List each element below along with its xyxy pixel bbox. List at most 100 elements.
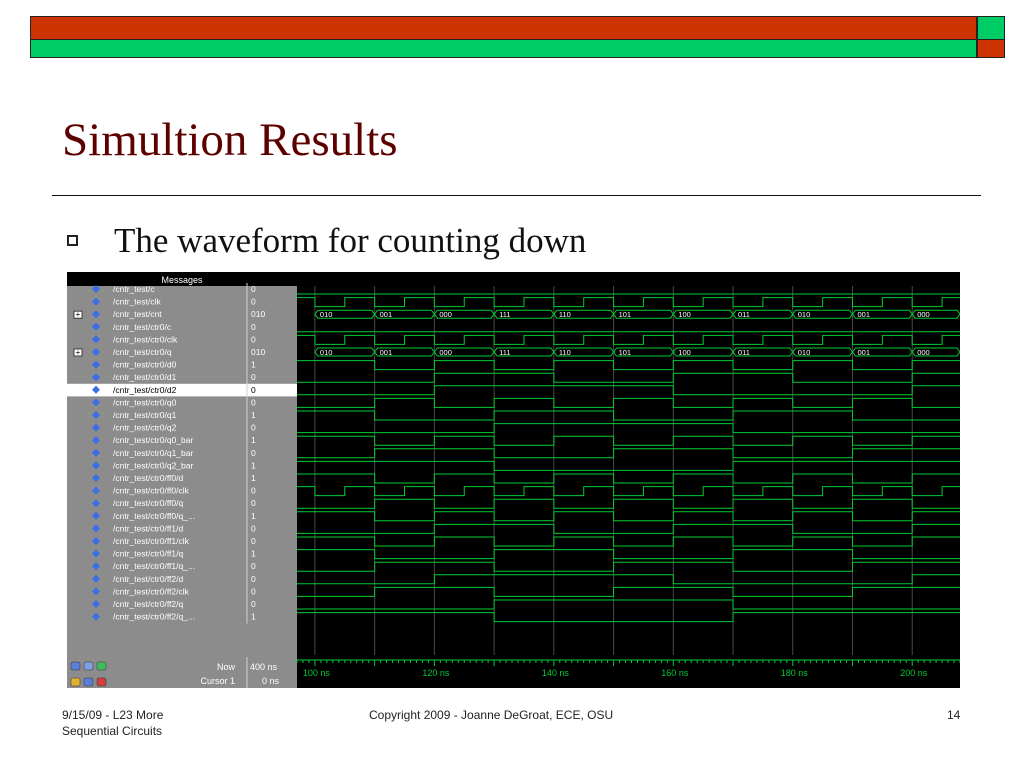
signal-value: 010 bbox=[251, 309, 265, 319]
signal-name[interactable]: /cntr_test/ctr0/ff1/d bbox=[113, 523, 184, 533]
signal-icon bbox=[92, 524, 100, 533]
slide-number: 14 bbox=[947, 708, 961, 722]
cursor-label[interactable]: Cursor 1 bbox=[200, 676, 235, 686]
signal-icon bbox=[92, 537, 100, 545]
waveform-trace bbox=[297, 498, 960, 509]
compare-icon[interactable] bbox=[83, 661, 94, 671]
signal-value: 0 bbox=[251, 574, 256, 584]
waveform-trace bbox=[297, 574, 960, 585]
pencil-icon[interactable] bbox=[83, 677, 94, 687]
waveform-trace bbox=[297, 511, 960, 522]
svg-text:+: + bbox=[76, 348, 81, 357]
signal-value: 0 bbox=[251, 523, 256, 533]
signal-icon bbox=[92, 474, 100, 482]
signal-icon bbox=[92, 322, 100, 331]
signal-name[interactable]: /cntr_test/ctr0/ff2/q bbox=[113, 599, 184, 609]
signal-icon bbox=[92, 436, 100, 445]
signal-name[interactable]: /cntr_test/ctr0/d1 bbox=[113, 372, 177, 382]
signal-name[interactable]: /cntr_test/ctr0/q1_bar bbox=[113, 448, 193, 458]
wave-window: Messages /cntr_test/c 0/cntr_test/clk 0 + /c… bbox=[67, 272, 960, 688]
bus-value-label: 011 bbox=[738, 310, 750, 319]
signal-name[interactable]: /cntr_test/ctr0/ff1/q_... bbox=[113, 561, 195, 571]
waveform-trace bbox=[297, 334, 960, 345]
signal-name[interactable]: /cntr_test/ctr0/q2_bar bbox=[113, 460, 193, 470]
signal-value: 010 bbox=[251, 347, 265, 357]
signal-name[interactable]: /cntr_test/ctr0/q2 bbox=[113, 423, 177, 433]
signal-icon bbox=[92, 373, 100, 382]
signal-name[interactable]: /cntr_test/ctr0/ff2/q_... bbox=[113, 612, 195, 622]
signal-value: 0 bbox=[251, 385, 256, 395]
zoom-icon[interactable] bbox=[70, 661, 81, 671]
signal-icon bbox=[92, 310, 100, 319]
signal-name[interactable]: /cntr_test/ctr0/q1 bbox=[113, 410, 177, 420]
signal-icon bbox=[92, 448, 100, 457]
bus-value-label: 111 bbox=[499, 310, 510, 319]
cursor-value: 0 ns bbox=[262, 676, 280, 686]
signal-icon bbox=[92, 411, 100, 419]
bus-value-label: 010 bbox=[798, 310, 811, 319]
signal-value: 1 bbox=[251, 460, 256, 470]
waveform-trace bbox=[297, 523, 960, 534]
waveform-trace bbox=[297, 612, 960, 623]
signal-name-pane bbox=[67, 272, 297, 688]
expand-toggle-icon[interactable]: + bbox=[73, 310, 83, 319]
signal-icon bbox=[92, 398, 100, 407]
header-corner-square-top bbox=[977, 16, 1005, 40]
add-cursor-icon[interactable] bbox=[96, 661, 107, 671]
waveform-trace bbox=[297, 297, 960, 308]
signal-name[interactable]: /cntr_test/ctr0/ff0/clk bbox=[113, 486, 190, 496]
expand-toggle-icon[interactable]: + bbox=[73, 348, 83, 357]
signal-name[interactable]: /cntr_test/ctr0/ff1/clk bbox=[113, 536, 190, 546]
time-tick-label: 100 ns bbox=[303, 668, 331, 678]
signal-name[interactable]: /cntr_test/ctr0/clk bbox=[113, 334, 178, 344]
signal-name[interactable]: /cntr_test/ctr0/q0_bar bbox=[113, 435, 193, 445]
bus-segment bbox=[911, 309, 960, 319]
signal-icon bbox=[92, 285, 100, 293]
signal-name[interactable]: /cntr_test/c bbox=[113, 284, 155, 294]
bus-value-label: 010 bbox=[798, 348, 811, 357]
signal-value: 1 bbox=[251, 435, 256, 445]
header-corner-square-bottom bbox=[977, 40, 1005, 58]
signal-icon bbox=[92, 461, 100, 470]
signal-name[interactable]: /cntr_test/ctr0/q0 bbox=[113, 397, 177, 407]
signal-icon bbox=[92, 335, 100, 344]
delete-cursor-icon[interactable] bbox=[96, 677, 107, 687]
signal-name[interactable]: /cntr_test/ctr0/ff2/clk bbox=[113, 586, 190, 596]
signal-name[interactable]: /cntr_test/cnt bbox=[113, 309, 162, 319]
bus-value-label: 011 bbox=[738, 348, 750, 357]
signal-value: 0 bbox=[251, 372, 256, 382]
bus-value-label: 001 bbox=[857, 348, 870, 357]
signal-icon bbox=[92, 600, 100, 608]
signal-value: 0 bbox=[251, 448, 256, 458]
signal-name[interactable]: /cntr_test/ctr0/ff1/q bbox=[113, 549, 184, 559]
signal-value: 0 bbox=[251, 486, 256, 496]
signal-name[interactable]: /cntr_test/ctr0/d0 bbox=[113, 360, 177, 370]
signal-value: 0 bbox=[251, 586, 256, 596]
bus-value-label: 110 bbox=[559, 348, 571, 357]
bus-value-label: 100 bbox=[678, 348, 691, 357]
signal-icon bbox=[92, 486, 100, 495]
signal-name[interactable]: /cntr_test/ctr0/ff2/d bbox=[113, 574, 184, 584]
signal-icon bbox=[92, 423, 100, 432]
bullet-square-icon bbox=[67, 235, 78, 246]
signal-name[interactable]: /cntr_test/ctr0/c bbox=[113, 322, 172, 332]
time-tick-label: 120 ns bbox=[422, 668, 450, 678]
signal-name[interactable]: /cntr_test/ctr0/d2 bbox=[113, 385, 177, 395]
signal-name[interactable]: /cntr_test/ctr0/q bbox=[113, 347, 172, 357]
bus-value-label: 010 bbox=[320, 348, 333, 357]
signal-value: 0 bbox=[251, 423, 256, 433]
signal-name[interactable]: /cntr_test/ctr0/ff0/q_... bbox=[113, 511, 195, 521]
signal-name[interactable]: /cntr_test/ctr0/ff0/q bbox=[113, 498, 184, 508]
svg-text:+: + bbox=[76, 310, 81, 319]
signal-name[interactable]: /cntr_test/ctr0/ff0/d bbox=[113, 473, 184, 483]
bus-value-label: 001 bbox=[380, 310, 393, 319]
lock-icon[interactable] bbox=[70, 677, 81, 687]
bus-value-label: 111 bbox=[499, 348, 510, 357]
signal-value: 0 bbox=[251, 599, 256, 609]
time-tick-label: 160 ns bbox=[661, 668, 689, 678]
waveform-trace bbox=[297, 448, 960, 459]
signal-value: 1 bbox=[251, 410, 256, 420]
messages-header-bar bbox=[67, 272, 297, 286]
signal-name[interactable]: /cntr_test/clk bbox=[113, 297, 161, 307]
signal-icon bbox=[92, 297, 100, 306]
